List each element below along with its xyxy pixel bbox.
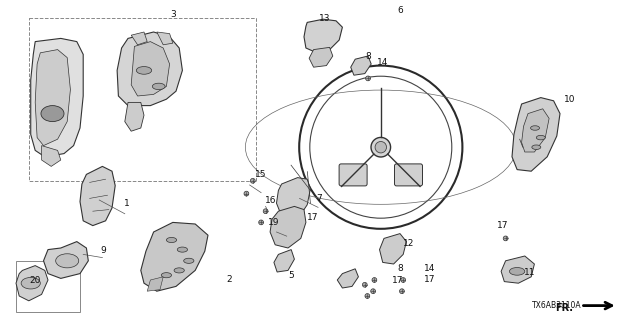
Text: 1: 1	[124, 199, 129, 208]
Ellipse shape	[177, 247, 188, 252]
Text: FR.: FR.	[556, 303, 573, 313]
Text: 9: 9	[101, 246, 106, 255]
Circle shape	[401, 277, 406, 282]
Ellipse shape	[531, 126, 540, 130]
Ellipse shape	[174, 268, 184, 273]
Circle shape	[259, 220, 264, 225]
Text: 3: 3	[170, 10, 175, 19]
Ellipse shape	[152, 83, 165, 90]
Circle shape	[372, 277, 377, 282]
Ellipse shape	[136, 67, 152, 74]
Ellipse shape	[184, 258, 194, 263]
Polygon shape	[512, 98, 560, 171]
Polygon shape	[44, 242, 88, 278]
FancyBboxPatch shape	[394, 164, 422, 186]
Polygon shape	[42, 146, 61, 166]
Text: 17: 17	[497, 221, 508, 230]
Ellipse shape	[509, 268, 525, 275]
Polygon shape	[522, 109, 549, 152]
Circle shape	[365, 76, 371, 81]
Circle shape	[375, 141, 387, 153]
Text: 12: 12	[403, 239, 414, 248]
Polygon shape	[141, 222, 208, 291]
Circle shape	[399, 289, 404, 294]
Polygon shape	[304, 19, 342, 53]
Circle shape	[371, 289, 376, 294]
Circle shape	[250, 179, 255, 183]
Text: 8: 8	[397, 264, 403, 273]
Ellipse shape	[56, 254, 79, 268]
Polygon shape	[270, 206, 306, 248]
Polygon shape	[31, 38, 83, 157]
Text: 5: 5	[289, 271, 294, 280]
Circle shape	[263, 209, 268, 214]
Circle shape	[244, 191, 249, 196]
Polygon shape	[131, 42, 170, 96]
Bar	[29, 18, 256, 181]
Text: 17: 17	[392, 276, 404, 285]
Polygon shape	[337, 269, 358, 288]
Polygon shape	[16, 266, 48, 301]
Circle shape	[503, 236, 508, 241]
Ellipse shape	[21, 277, 40, 289]
Polygon shape	[35, 50, 70, 146]
Ellipse shape	[536, 135, 545, 140]
Polygon shape	[157, 32, 173, 45]
Polygon shape	[351, 56, 371, 75]
Ellipse shape	[532, 145, 541, 149]
FancyBboxPatch shape	[339, 164, 367, 186]
Text: 20: 20	[29, 276, 41, 285]
Polygon shape	[276, 178, 310, 219]
Text: 14: 14	[377, 58, 388, 67]
Text: 13: 13	[319, 14, 331, 23]
Polygon shape	[80, 166, 115, 226]
Polygon shape	[274, 250, 294, 272]
Text: 8: 8	[365, 52, 371, 60]
Polygon shape	[117, 32, 182, 106]
Text: 16: 16	[265, 196, 276, 205]
Text: 17: 17	[424, 276, 436, 284]
Polygon shape	[147, 277, 163, 291]
Ellipse shape	[41, 106, 64, 122]
Text: 11: 11	[524, 268, 536, 277]
Text: 2: 2	[227, 276, 232, 284]
Text: 7: 7	[316, 194, 321, 203]
Text: 6: 6	[397, 6, 403, 15]
Ellipse shape	[166, 237, 177, 243]
Circle shape	[365, 294, 370, 298]
Text: 15: 15	[255, 170, 267, 179]
Polygon shape	[501, 256, 534, 283]
Text: 19: 19	[268, 218, 280, 227]
Circle shape	[371, 137, 390, 157]
Bar	[16, 261, 80, 312]
Polygon shape	[125, 102, 144, 131]
Text: 17: 17	[307, 213, 318, 222]
Text: 10: 10	[564, 95, 575, 104]
Text: TX6AB3110A: TX6AB3110A	[532, 301, 582, 310]
Polygon shape	[309, 47, 333, 67]
Text: 14: 14	[424, 264, 436, 273]
Polygon shape	[380, 234, 406, 264]
Polygon shape	[131, 32, 147, 45]
Circle shape	[362, 283, 367, 287]
Ellipse shape	[161, 273, 172, 278]
